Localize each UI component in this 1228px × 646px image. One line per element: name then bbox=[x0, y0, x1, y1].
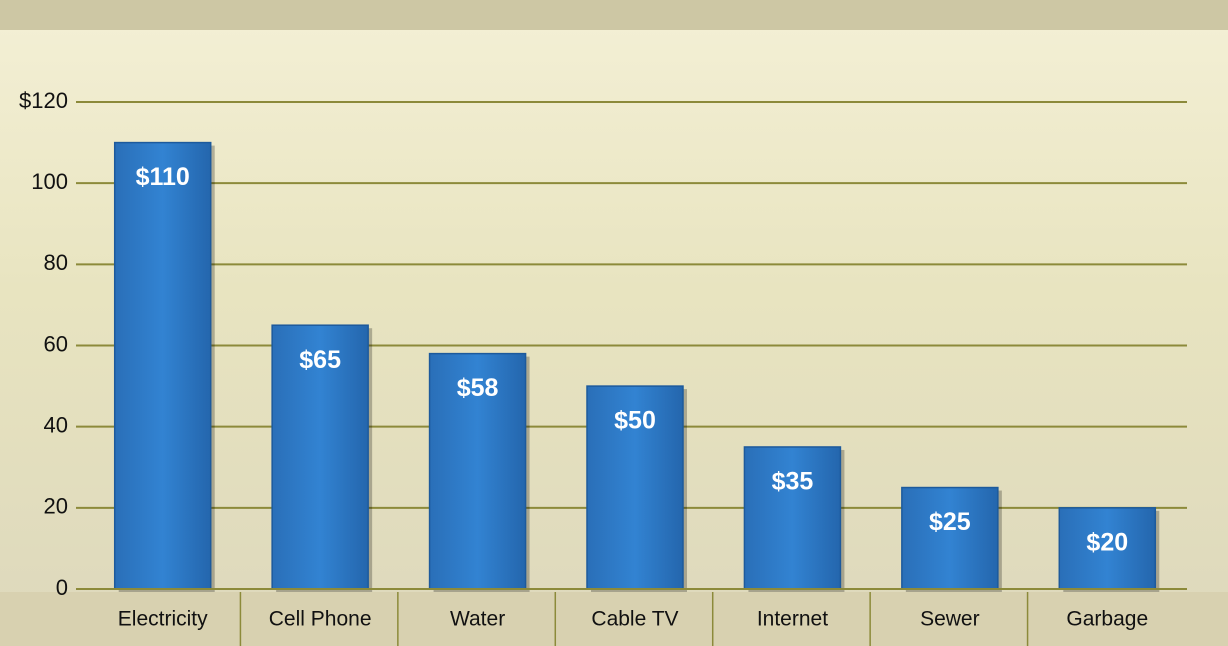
value-label: $65 bbox=[299, 346, 341, 374]
x-tick-label: Cell Phone bbox=[269, 608, 372, 631]
x-tick-label: Garbage bbox=[1066, 608, 1148, 631]
top-band bbox=[0, 0, 1228, 30]
y-tick-label: 40 bbox=[44, 412, 68, 437]
x-tick-label: Sewer bbox=[920, 608, 980, 631]
chart: 0 20 40 60 80 100 $120 $110 Electricity $65 Cell P… bbox=[0, 0, 1228, 646]
x-tick-label: Electricity bbox=[118, 608, 208, 631]
y-tick-label: 60 bbox=[44, 331, 68, 356]
value-label: $110 bbox=[136, 163, 190, 191]
y-tick-label: $120 bbox=[19, 88, 68, 113]
x-tick-label: Cable TV bbox=[591, 608, 678, 631]
y-tick-label: 20 bbox=[44, 494, 68, 519]
y-tick-label: 0 bbox=[56, 575, 68, 600]
bar bbox=[115, 143, 211, 589]
value-label: $25 bbox=[929, 508, 971, 536]
y-tick-label: 100 bbox=[31, 169, 68, 194]
x-tick-label: Internet bbox=[757, 608, 828, 631]
x-tick-label: Water bbox=[450, 608, 505, 631]
bar bbox=[902, 488, 998, 589]
y-tick-label: 80 bbox=[44, 250, 68, 275]
value-label: $20 bbox=[1086, 528, 1128, 556]
value-label: $35 bbox=[772, 468, 814, 496]
value-label: $50 bbox=[614, 407, 656, 435]
value-label: $58 bbox=[457, 374, 499, 402]
